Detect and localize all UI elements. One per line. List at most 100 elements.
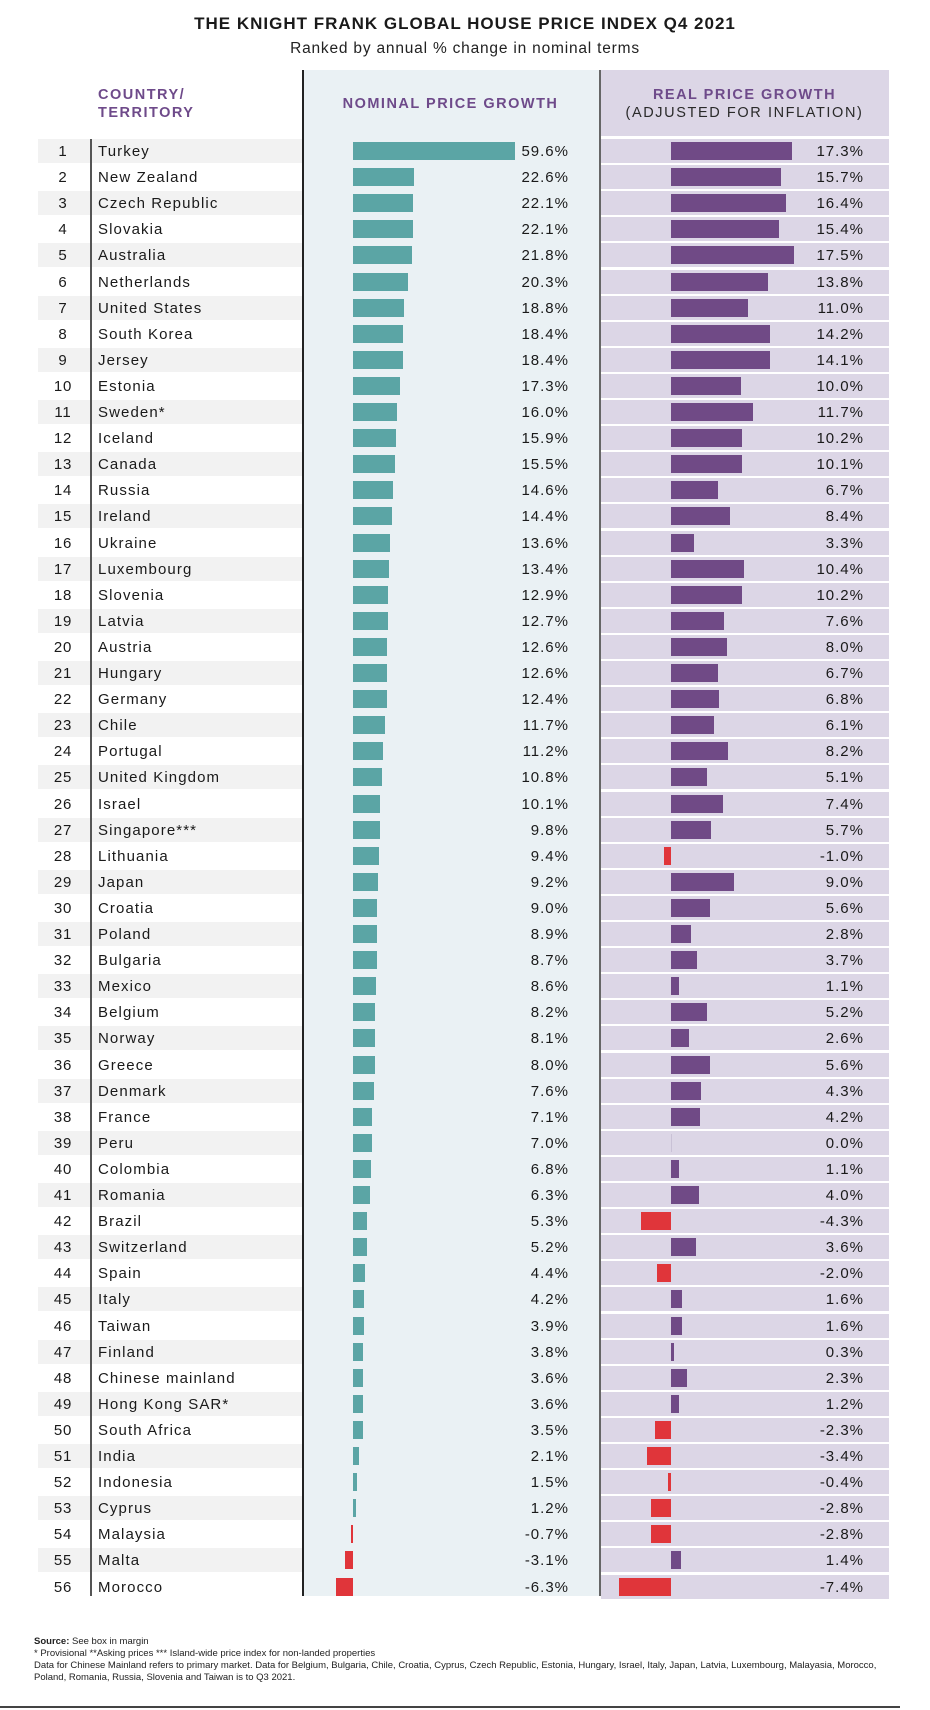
- real-value-label: 0.3%: [825, 1344, 864, 1361]
- table-row: 8 South Korea 18.4% 14.2%: [0, 322, 930, 346]
- real-value-label: -2.8%: [819, 1500, 864, 1517]
- rank-label: 12: [53, 430, 73, 447]
- country-column-header: COUNTRY/ TERRITORY: [98, 86, 194, 122]
- real-bar: [671, 716, 714, 734]
- real-value-label: 4.2%: [825, 1109, 864, 1126]
- real-bar: [651, 1525, 671, 1543]
- nominal-value-label: 21.8%: [521, 247, 569, 264]
- real-value-label: 1.1%: [825, 1161, 864, 1178]
- nominal-value-label: 16.0%: [521, 404, 569, 421]
- nominal-bar: [353, 742, 384, 760]
- real-value-label: 7.4%: [825, 796, 864, 813]
- nominal-bar: [353, 194, 414, 212]
- rank-label: 21: [53, 665, 73, 682]
- country-cell-background: [38, 504, 302, 528]
- real-bar: [657, 1264, 671, 1282]
- real-value-label: 5.7%: [825, 822, 864, 839]
- real-cell-background: [601, 765, 889, 789]
- real-bar: [671, 1108, 701, 1126]
- table-row: 30 Croatia 9.0% 5.6%: [0, 896, 930, 920]
- real-value-label: 2.6%: [825, 1030, 864, 1047]
- table-row: 19 Latvia 12.7% 7.6%: [0, 609, 930, 633]
- nominal-bar: [353, 1003, 376, 1021]
- country-label: Sweden*: [98, 404, 166, 421]
- nominal-value-label: 4.2%: [530, 1291, 569, 1308]
- nominal-bar: [353, 1343, 364, 1361]
- real-cell-background: [601, 1496, 889, 1520]
- nominal-bar: [353, 1447, 359, 1465]
- rank-label: 34: [53, 1004, 73, 1021]
- nominal-bar: [353, 142, 516, 160]
- country-cell-background: [38, 296, 302, 320]
- nominal-value-label: 11.2%: [522, 743, 569, 760]
- rank-label: 44: [53, 1265, 73, 1282]
- rank-label: 48: [53, 1370, 73, 1387]
- country-cell-background: [38, 191, 302, 215]
- real-bar: [640, 1212, 671, 1230]
- country-label: Ukraine: [98, 535, 158, 552]
- nominal-bar: [335, 1578, 353, 1596]
- table-row: 51 India 2.1% -3.4%: [0, 1444, 930, 1468]
- nominal-bar: [353, 1290, 365, 1308]
- nominal-value-label: 7.1%: [530, 1109, 569, 1126]
- table-row: 21 Hungary 12.6% 6.7%: [0, 661, 930, 685]
- table-row: 22 Germany 12.4% 6.8%: [0, 687, 930, 711]
- nominal-value-label: 7.0%: [530, 1135, 569, 1152]
- table-row: 18 Slovenia 12.9% 10.2%: [0, 583, 930, 607]
- real-cell-background: [601, 504, 889, 528]
- real-value-label: 4.3%: [825, 1083, 864, 1100]
- real-bar: [671, 925, 691, 943]
- nominal-bar: [353, 1369, 363, 1387]
- nominal-bar: [353, 690, 387, 708]
- country-label: South Korea: [98, 326, 194, 343]
- country-cell-background: [38, 243, 302, 267]
- real-value-label: 3.7%: [825, 952, 864, 969]
- nominal-bar: [353, 481, 393, 499]
- rank-label: 50: [53, 1422, 73, 1439]
- real-value-label: 10.1%: [816, 456, 864, 473]
- nominal-bar: [353, 534, 390, 552]
- real-bar: [664, 847, 671, 865]
- real-value-label: -2.0%: [819, 1265, 864, 1282]
- country-label: Austria: [98, 639, 153, 656]
- table-row: 28 Lithuania 9.4% -1.0%: [0, 844, 930, 868]
- country-label: Portugal: [98, 743, 163, 760]
- table-row: 5 Australia 21.8% 17.5%: [0, 243, 930, 267]
- country-cell-background: [38, 1340, 302, 1364]
- table-row: 9 Jersey 18.4% 14.1%: [0, 348, 930, 372]
- real-bar: [671, 351, 770, 369]
- nominal-value-label: 18.8%: [521, 300, 569, 317]
- real-bar: [671, 273, 768, 291]
- real-bar: [671, 612, 725, 630]
- country-label: Slovenia: [98, 587, 165, 604]
- country-label: Czech Republic: [98, 195, 219, 212]
- nominal-bar: [353, 1108, 373, 1126]
- table-row: 15 Ireland 14.4% 8.4%: [0, 504, 930, 528]
- real-cell-background: [601, 1183, 889, 1207]
- rank-label: 7: [58, 300, 68, 317]
- real-cell-background: [601, 557, 889, 581]
- table-row: 37 Denmark 7.6% 4.3%: [0, 1079, 930, 1103]
- source-label: Source:: [34, 1636, 70, 1647]
- rank-label: 31: [53, 926, 73, 943]
- real-cell-background: [601, 1340, 889, 1364]
- country-cell-background: [38, 1392, 302, 1416]
- real-value-label: -2.3%: [819, 1422, 864, 1439]
- country-label: Canada: [98, 456, 158, 473]
- real-cell-background: [601, 1261, 889, 1285]
- country-label: Chile: [98, 717, 138, 734]
- country-label: Norway: [98, 1030, 156, 1047]
- real-cell-background: [601, 1157, 889, 1181]
- country-label: Malta: [98, 1552, 141, 1569]
- bottom-rule: [0, 1706, 900, 1708]
- country-label: Poland: [98, 926, 152, 943]
- real-bar: [671, 168, 781, 186]
- real-cell-background: [601, 1287, 889, 1311]
- country-label: South Africa: [98, 1422, 193, 1439]
- country-label: Colombia: [98, 1161, 171, 1178]
- nominal-value-label: 12.9%: [521, 587, 569, 604]
- rank-label: 45: [53, 1291, 73, 1308]
- country-label: Switzerland: [98, 1239, 188, 1256]
- real-value-label: 15.7%: [816, 169, 864, 186]
- table-row: 26 Israel 10.1% 7.4%: [0, 792, 930, 816]
